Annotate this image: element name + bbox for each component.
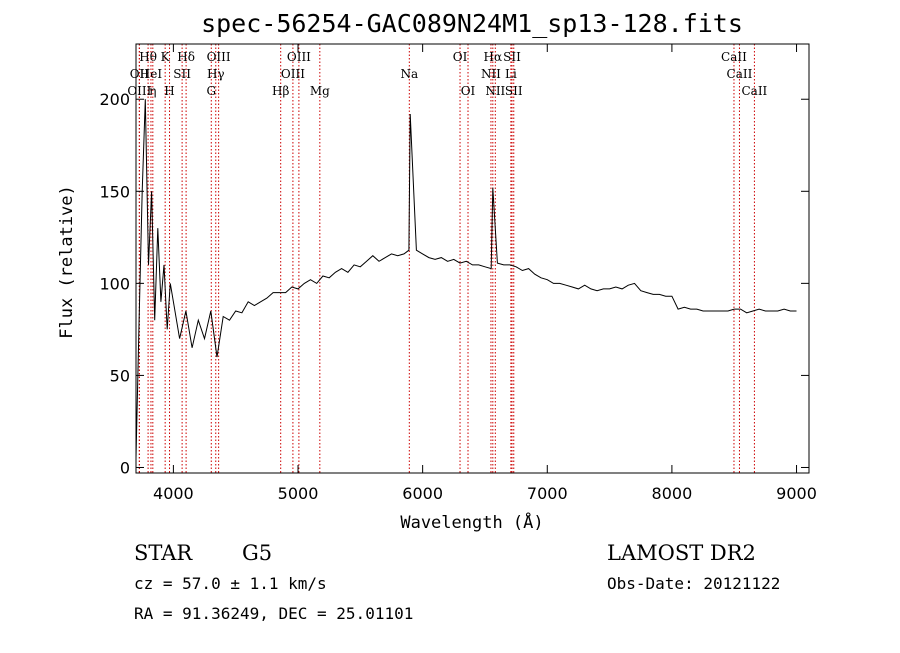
y-tick-label: 50: [110, 366, 130, 385]
line-marker-label: OIII: [127, 84, 151, 98]
line-marker-label: NII: [481, 67, 501, 81]
line-marker-label: OIII: [287, 50, 311, 64]
chart-title: spec-56254-GAC089N24M1_sp13-128.fits: [201, 9, 743, 38]
line-marker-label: Hγ: [207, 67, 225, 81]
line-marker-label: NII: [485, 84, 505, 98]
x-tick-label: 6000: [402, 484, 443, 503]
line-marker-label: Li: [505, 67, 517, 81]
x-tick-label: 8000: [652, 484, 693, 503]
object-class: STAR: [134, 541, 193, 565]
x-tick-label: 9000: [776, 484, 817, 503]
line-marker-label: SII: [505, 84, 523, 98]
y-axis: 0 50 100 150 200: [99, 90, 809, 477]
y-tick-label: 200: [99, 90, 130, 109]
y-axis-title: Flux (relative): [57, 185, 77, 339]
obs-date: Obs-Date: 20121122: [607, 574, 780, 593]
line-marker-label: Hδ: [177, 50, 195, 64]
y-tick-label: 150: [99, 182, 130, 201]
x-tick-label: 4000: [153, 484, 194, 503]
line-marker-label: OIII: [207, 50, 231, 64]
line-marker-label: Hα: [484, 50, 503, 64]
line-marker-label: Hβ: [272, 84, 289, 98]
line-marker-label: Na: [400, 67, 418, 81]
redshift-text: cz = 57.0 ± 1.1 km/s: [134, 574, 327, 593]
line-marker-label: H: [164, 84, 174, 98]
x-tick-label: 7000: [527, 484, 568, 503]
line-marker-label: OIII: [281, 67, 305, 81]
coordinates: RA = 91.36249, DEC = 25.01101: [134, 604, 413, 623]
line-marker-label: Hθ: [139, 50, 157, 64]
line-marker-label: OII: [130, 67, 150, 81]
spectrum-series-line: [135, 99, 797, 459]
line-marker-label: CaII: [741, 84, 767, 98]
x-axis: 4000 5000 6000 7000 8000 9000: [153, 44, 817, 503]
line-markers: [138, 44, 755, 473]
line-marker-label: OI: [461, 84, 476, 98]
y-tick-label: 100: [99, 274, 130, 293]
line-marker-label: SII: [503, 50, 521, 64]
line-marker-label: CaII: [721, 50, 747, 64]
plot-frame: [135, 43, 810, 474]
object-subclass: G5: [242, 541, 272, 565]
x-tick-label: 5000: [278, 484, 319, 503]
x-axis-title: Wavelength (Å): [400, 511, 543, 533]
line-marker-label: CaII: [727, 67, 753, 81]
line-marker-label: G: [206, 84, 216, 98]
line-marker-label: SII: [173, 67, 191, 81]
line-marker-label: η: [149, 84, 156, 98]
line-marker-label: Mg: [310, 84, 330, 98]
line-marker-label: HeI: [140, 67, 163, 81]
y-tick-label: 0: [120, 458, 130, 477]
line-marker-label: K: [161, 50, 171, 64]
line-marker-label: OI: [453, 50, 468, 64]
survey-name: LAMOST DR2: [607, 541, 756, 565]
